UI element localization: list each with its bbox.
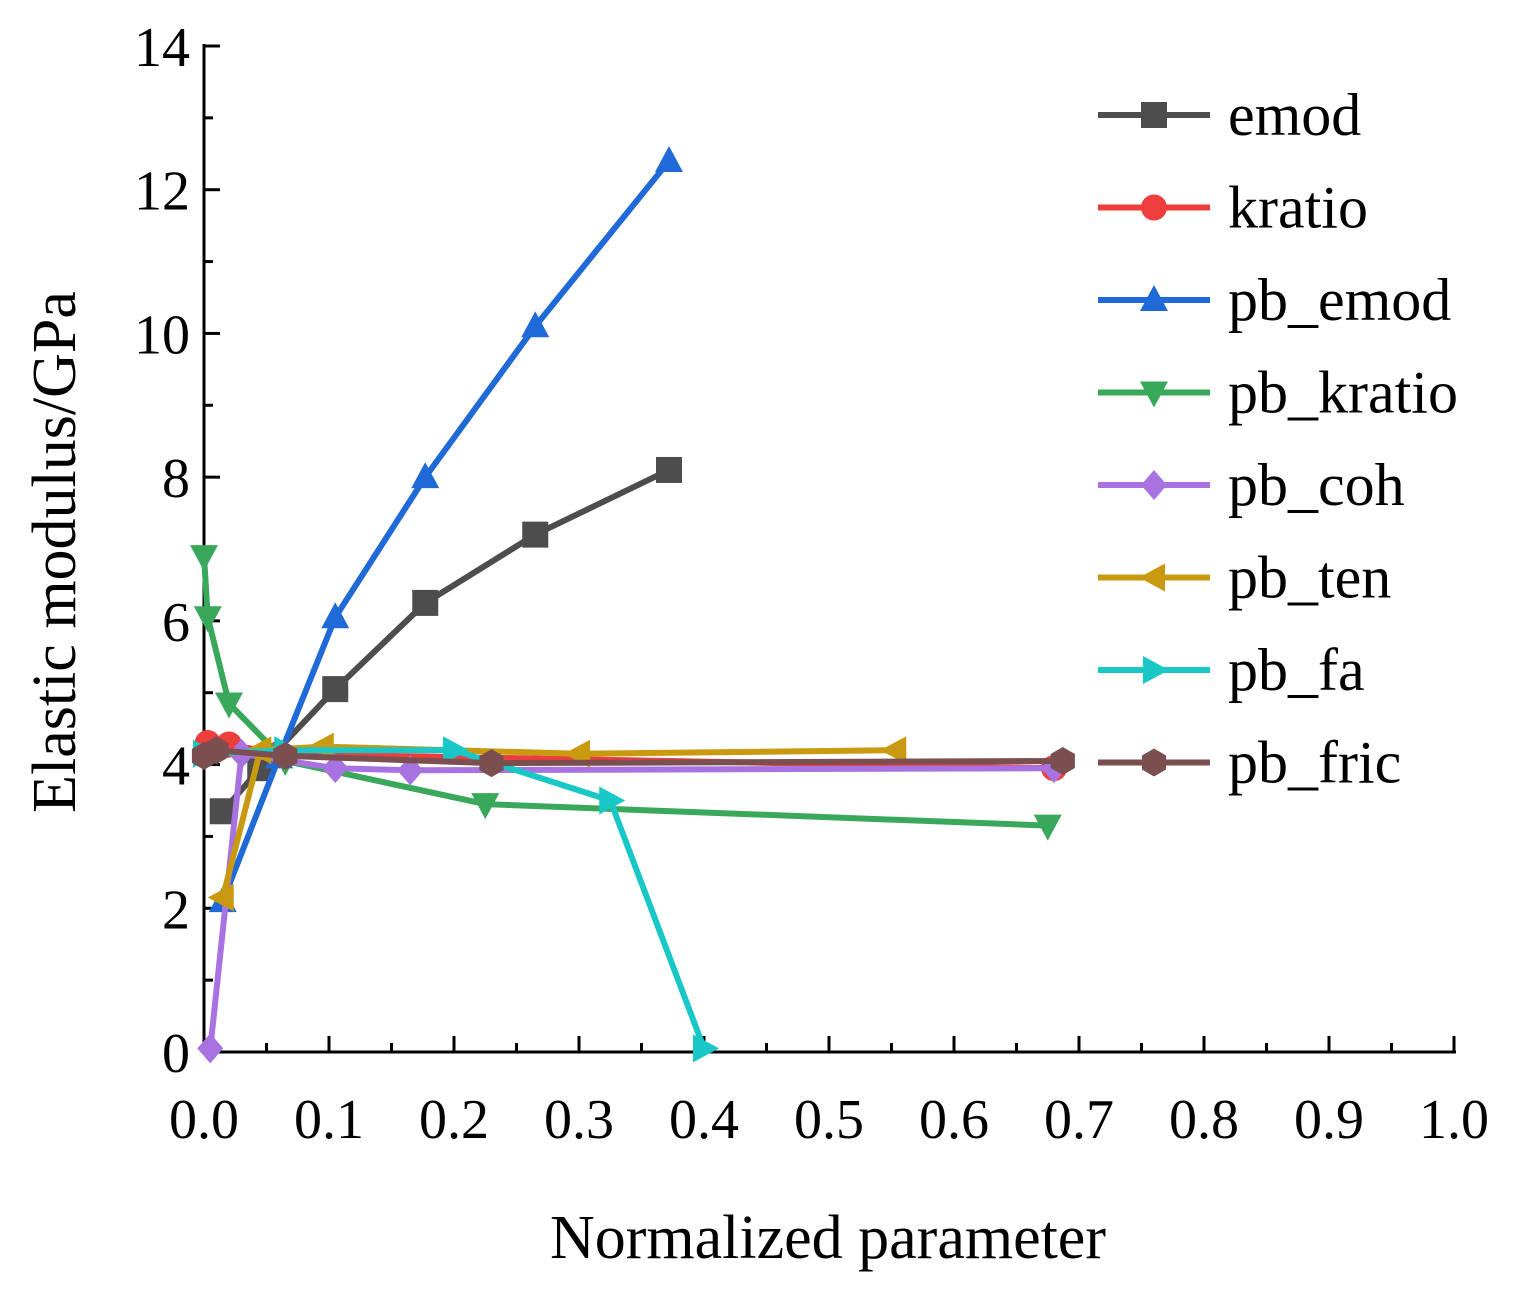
y-tick-label: 14	[134, 17, 190, 79]
x-tick-label: 0.7	[1044, 1089, 1114, 1151]
data-point	[273, 741, 298, 770]
data-point	[521, 311, 550, 338]
series-pb-fric	[191, 736, 1075, 778]
y-tick-label: 12	[134, 161, 190, 223]
y-tick-label: 8	[162, 448, 190, 510]
x-axis-title: Normalized parameter	[550, 1204, 1106, 1272]
legend-item: emod	[1098, 82, 1361, 148]
legend-label: kratio	[1228, 175, 1368, 241]
x-tick-label: 0.4	[669, 1089, 739, 1151]
series-line	[207, 750, 1055, 1049]
data-point	[307, 732, 334, 761]
data-point	[193, 606, 222, 633]
legend-item: pb_emod	[1098, 267, 1451, 333]
series-pb-coh	[197, 738, 1067, 1064]
legend-item: pb_kratio	[1098, 360, 1458, 426]
data-point	[443, 736, 469, 765]
legend-marker	[1141, 194, 1167, 221]
legend-marker	[1143, 656, 1169, 684]
data-point	[321, 602, 350, 629]
series-line	[220, 159, 672, 903]
legend-item: pb_fric	[1098, 730, 1401, 796]
legend-label: pb_fa	[1228, 637, 1365, 703]
data-point	[209, 798, 236, 825]
data-point	[471, 793, 500, 820]
data-point	[190, 545, 218, 572]
y-tick-label: 4	[162, 736, 190, 798]
legend-label: pb_emod	[1228, 267, 1451, 333]
legend-marker	[1141, 102, 1167, 128]
y-tick-label: 0	[162, 1023, 190, 1085]
x-tick-label: 0.8	[1169, 1089, 1239, 1151]
legend-marker	[1139, 563, 1165, 592]
data-point	[411, 462, 440, 489]
x-tick-label: 0.3	[544, 1089, 614, 1151]
data-point	[1050, 747, 1075, 775]
x-tick-label: 0.0	[169, 1089, 239, 1151]
series-pb-kratio	[190, 545, 1062, 841]
legend-marker	[1141, 470, 1167, 500]
data-point	[599, 786, 626, 815]
legend-item: pb_coh	[1098, 452, 1405, 518]
legend-item: kratio	[1098, 175, 1368, 241]
legend-item: pb_ten	[1098, 545, 1391, 611]
data-point	[1033, 814, 1062, 841]
x-tick-label: 0.6	[919, 1089, 989, 1151]
legend: emod kratio pb_emod pb_kratio pb_coh pb_tenpb…	[1098, 82, 1458, 796]
data-point	[412, 589, 439, 616]
data-point	[656, 456, 682, 483]
data-point	[197, 1033, 224, 1064]
legend-label: emod	[1228, 82, 1361, 148]
y-tick-label: 6	[162, 592, 190, 654]
y-tick-label: 2	[162, 879, 190, 941]
data-point	[880, 736, 907, 765]
y-tick-label: 10	[134, 304, 190, 366]
series-pb-fa	[193, 736, 719, 1063]
data-point	[522, 521, 549, 548]
series-layer	[190, 145, 1075, 1064]
data-point	[204, 736, 229, 765]
legend-marker	[1140, 285, 1168, 311]
x-tick-label: 0.9	[1294, 1089, 1364, 1151]
legend-label: pb_ten	[1228, 545, 1391, 611]
legend-item: pb_fa	[1098, 637, 1365, 703]
data-point	[215, 692, 243, 719]
data-point	[322, 676, 349, 703]
data-point	[479, 749, 504, 778]
x-tick-label: 0.2	[419, 1089, 489, 1151]
legend-label: pb_fric	[1228, 730, 1401, 796]
legend-marker	[1140, 381, 1168, 408]
data-point	[693, 1034, 719, 1063]
x-tick-label: 0.5	[794, 1089, 864, 1151]
y-axis-title: Elastic modulus/GPa	[21, 291, 89, 813]
legend-label: pb_kratio	[1228, 360, 1458, 426]
x-tick-label: 1.0	[1419, 1089, 1489, 1151]
x-tick-label: 0.1	[294, 1089, 364, 1151]
data-point	[655, 145, 683, 172]
legend-label: pb_coh	[1228, 452, 1405, 518]
legend-marker	[1141, 748, 1167, 777]
data-point	[207, 883, 234, 912]
axes: 0.0 0.1 0.2 0.3 0.4 0.5 0.6 0.7 0.8 0.9 1.0 0 2 4 6 8 10…	[134, 17, 1489, 1151]
